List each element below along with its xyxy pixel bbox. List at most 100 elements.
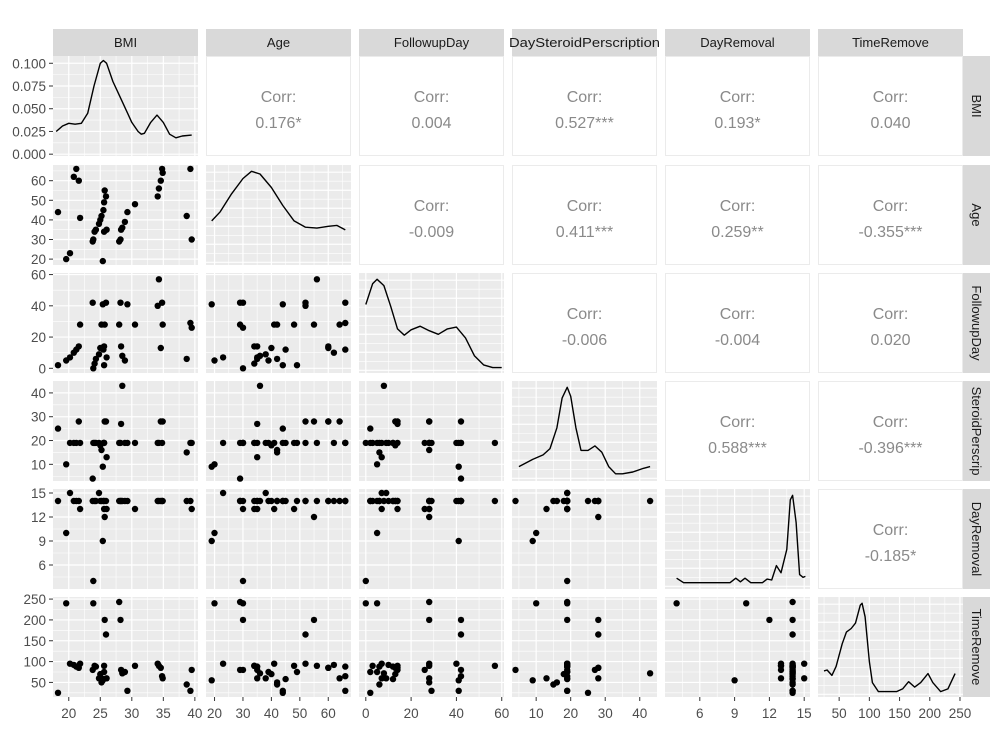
y-tick-label: 6: [38, 558, 46, 573]
data-point: [313, 439, 321, 447]
row-strip-label: SteroidPerscrip: [969, 387, 984, 476]
data-point: [100, 497, 108, 505]
data-point: [313, 497, 321, 505]
row-strip-label: DayRemoval: [969, 502, 984, 577]
x-axis-Age: 20 30 40 50 60: [207, 697, 336, 721]
corr-value: -0.396***: [858, 440, 922, 457]
data-point: [188, 236, 195, 243]
data-point: [100, 439, 108, 447]
data-point: [564, 577, 571, 585]
data-point: [99, 463, 107, 470]
data-point: [543, 675, 550, 682]
data-point: [376, 663, 383, 670]
y-tick-label: 30: [31, 410, 46, 425]
data-point: [54, 497, 62, 505]
corr-panel-DaySteroidPerscription-TimeRemove: Corr: -0.396***: [818, 381, 963, 481]
corr-label: Corr:: [873, 198, 909, 215]
data-point: [154, 193, 161, 200]
data-point: [789, 687, 796, 694]
y-tick-label: 50: [31, 675, 46, 690]
data-point: [491, 497, 499, 505]
data-point: [302, 302, 309, 309]
corr-value: 0.004: [411, 115, 451, 132]
data-point: [273, 355, 281, 363]
data-point: [279, 687, 286, 694]
scatter-panel-DaySteroidPerscription-vs-FollowupDay: [359, 381, 504, 482]
x-axis-FollowupDay: 0 20 40 60: [362, 697, 509, 721]
column-strip-TimeRemove: TimeRemove: [818, 29, 963, 56]
data-point: [310, 616, 318, 624]
data-point: [342, 439, 349, 447]
data-point: [595, 631, 602, 638]
data-point: [100, 662, 108, 669]
corr-label: Corr:: [567, 198, 603, 215]
data-point: [293, 362, 301, 369]
y-tick-label: 30: [31, 233, 46, 248]
data-point: [564, 673, 571, 680]
data-point: [731, 677, 738, 684]
y-tick-label: 20: [31, 330, 46, 345]
data-point: [342, 497, 349, 505]
corr-panel-Age-FollowupDay: Corr: -0.009: [359, 165, 504, 265]
data-point: [362, 439, 369, 447]
scatter-panel-Age-vs-BMI: [53, 165, 198, 265]
data-point: [376, 449, 383, 456]
data-point: [457, 439, 465, 447]
data-point: [279, 301, 286, 308]
data-point: [383, 675, 390, 682]
data-point: [595, 664, 602, 671]
x-tick-label: 100: [858, 706, 881, 721]
row-strip-label: Age: [969, 203, 984, 226]
data-point: [54, 425, 62, 432]
data-point: [90, 577, 97, 585]
data-point: [157, 177, 164, 184]
data-point: [75, 418, 83, 425]
data-point: [183, 355, 190, 363]
y-tick-label: 10: [31, 457, 46, 472]
corr-value: 0.020: [870, 332, 910, 349]
data-point: [367, 668, 374, 676]
data-point: [392, 418, 399, 425]
data-point: [330, 497, 338, 505]
data-point: [54, 689, 62, 696]
data-point: [421, 666, 428, 674]
scatter-panel-DayRemoval-vs-FollowupDay: [359, 489, 504, 589]
corr-label: Corr:: [873, 414, 909, 431]
x-tick-label: 40: [264, 706, 279, 721]
corr-label: Corr:: [720, 198, 756, 215]
data-point: [302, 631, 309, 638]
data-point: [342, 687, 349, 694]
data-point: [282, 346, 289, 353]
row-strip-DayRemoval: DayRemoval: [963, 489, 990, 589]
y-axis-Age: 20 30 40 50 60: [31, 174, 53, 267]
x-axis-bottom: 20 25 30 35 40 20 30 40 50 60 0 20 40 60 10 20 30 40 6 9 12 1…: [61, 697, 971, 721]
data-point: [313, 276, 321, 283]
y-axis-DayRemoval: 6 9 12 15: [31, 486, 53, 573]
data-point: [457, 475, 465, 482]
data-point: [457, 673, 465, 680]
data-point: [256, 670, 264, 677]
data-point: [533, 600, 540, 607]
data-point: [101, 187, 108, 194]
data-point: [102, 631, 110, 638]
data-point: [103, 354, 110, 361]
data-point: [219, 354, 227, 361]
y-tick-label: 15: [31, 486, 46, 501]
data-point: [187, 687, 194, 694]
data-point: [219, 439, 227, 447]
data-point: [208, 463, 215, 470]
data-point: [789, 681, 796, 688]
data-point: [336, 675, 343, 682]
data-point: [673, 600, 680, 607]
data-point: [789, 616, 796, 624]
y-axis-TimeRemove: 50 100 150 200 250: [23, 592, 53, 690]
scatter-panel-TimeRemove-vs-DayRemoval: [665, 597, 810, 697]
data-point: [265, 439, 272, 447]
data-point: [236, 598, 244, 606]
data-point: [426, 418, 433, 425]
y-tick-label: 0.025: [12, 124, 46, 139]
data-point: [421, 439, 428, 447]
corr-label: Corr:: [567, 89, 603, 106]
data-point: [273, 449, 281, 456]
